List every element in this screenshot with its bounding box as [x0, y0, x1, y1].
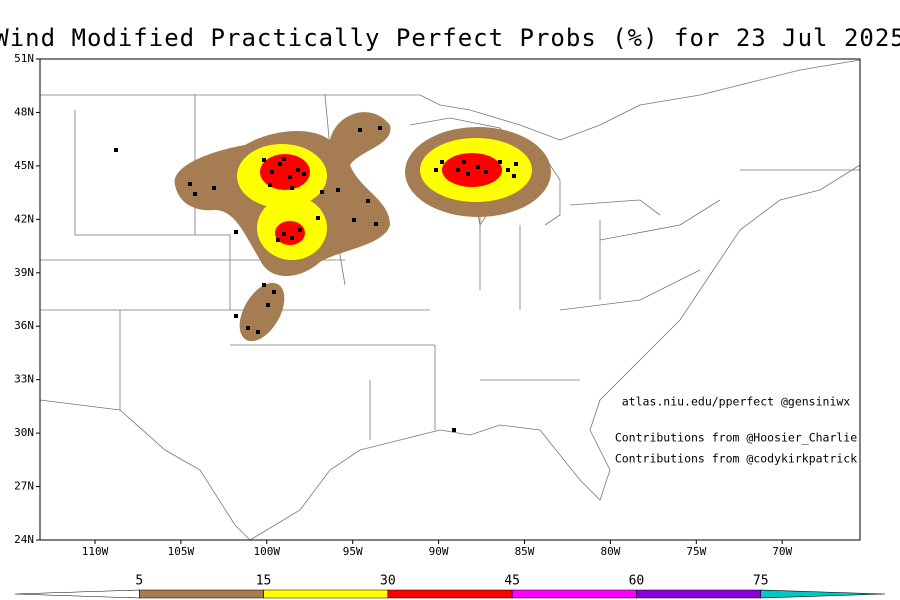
colorbar-label: 45 — [504, 574, 520, 589]
credit-text: atlas.niu.edu/pperfect @gensiniwx — [622, 395, 851, 409]
contour-5 — [239, 282, 285, 342]
map-plot — [36, 58, 861, 544]
reports — [114, 126, 518, 432]
lat-tick-label: 27N — [14, 480, 34, 493]
lat-tick-label: 51N — [14, 52, 34, 65]
colorbar-label: 15 — [256, 574, 272, 589]
colorbar-segment — [636, 589, 762, 599]
coastline — [39, 164, 861, 541]
contour-30 — [260, 154, 310, 190]
colorbar-segment — [387, 589, 513, 599]
border — [40, 59, 861, 141]
contour-30 — [442, 153, 502, 187]
lon-tick-label: 100W — [254, 545, 281, 558]
colorbar-label: 75 — [753, 574, 769, 589]
lon-tick-label: 70W — [772, 545, 792, 558]
lat-tick-label: 39N — [14, 266, 34, 279]
lon-tick-label: 95W — [343, 545, 363, 558]
lat-tick-label: 42N — [14, 212, 34, 225]
colorbar-label: 5 — [135, 574, 143, 589]
colorbar-segment — [760, 589, 886, 599]
lon-tick-label: 90W — [429, 545, 449, 558]
colorbar-segment — [138, 589, 264, 599]
colorbar-label: 60 — [629, 574, 645, 589]
credit-text: Contributions from @codykirkpatrick — [615, 452, 857, 466]
lat-tick-label: 30N — [14, 426, 34, 439]
colorbar: 5 15 30 45 60 75 — [14, 574, 886, 599]
lon-tick-label: 110W — [82, 545, 109, 558]
lon-tick-label: 80W — [600, 545, 620, 558]
lon-tick-label: 105W — [168, 545, 195, 558]
map-frame — [39, 58, 861, 541]
lat-tick-label: 33N — [14, 373, 34, 386]
title: Wind Modified Practically Perfect Probs … — [0, 24, 900, 52]
colorbar-segment — [14, 589, 140, 599]
contour-30 — [275, 221, 305, 245]
credit-text: Contributions from @Hoosier_Charlie — [615, 431, 857, 445]
probability-contours — [174, 112, 551, 342]
colorbar-segment — [263, 589, 389, 599]
colorbar-label: 30 — [380, 574, 396, 589]
lat-tick-label: 24N — [14, 533, 34, 546]
lon-tick-label: 75W — [686, 545, 706, 558]
credits: atlas.niu.edu/pperfect @gensiniwx Contri… — [615, 395, 857, 466]
lat-tick-label: 48N — [14, 105, 34, 118]
lat-tick-label: 45N — [14, 159, 34, 172]
colorbar-segment — [511, 589, 637, 599]
state-lines — [40, 94, 860, 440]
lon-tick-label: 85W — [515, 545, 535, 558]
lat-tick-label: 36N — [14, 319, 34, 332]
